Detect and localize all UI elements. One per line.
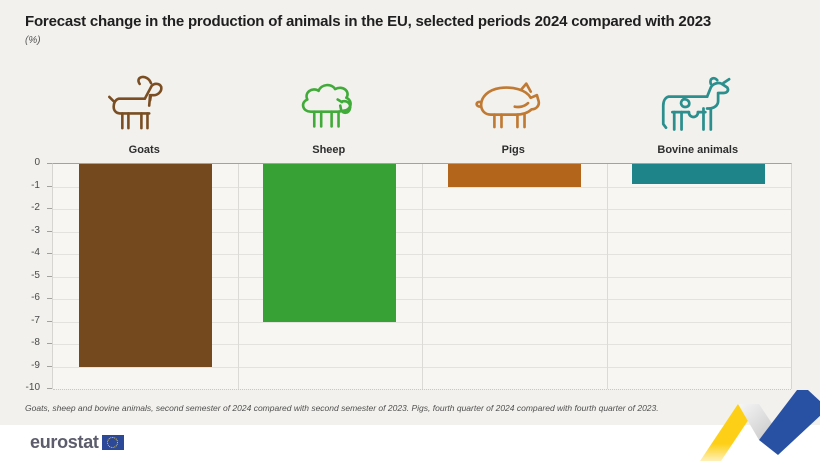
bar-pigs (447, 164, 581, 187)
bar-bovine-animals (632, 164, 766, 185)
y-axis-tick-mark (47, 320, 52, 322)
y-axis-tick-label: -3 (31, 224, 40, 236)
y-axis-tick-mark (47, 163, 52, 164)
y-axis-tick-label: -4 (31, 247, 40, 258)
footer-bar: eurostat (0, 425, 820, 461)
gridline (53, 389, 791, 390)
y-axis: 0 -1 -2 -3 -4 -5 -6 -7 -8 -9 -10 (0, 157, 52, 393)
y-axis-tick-mark (47, 343, 52, 344)
footnote: Goats, sheep and bovine animals, second … (25, 403, 659, 413)
category-label-sheep: Sheep (312, 144, 346, 156)
y-axis-tick-label: 0 (34, 157, 40, 168)
y-axis-tick-label: -9 (31, 359, 40, 371)
y-axis-tick-label: -5 (31, 269, 40, 281)
bar-goats (78, 164, 212, 367)
y-axis-tick-label: -1 (31, 179, 40, 191)
y-axis-tick-mark (47, 388, 52, 389)
eurostat-logo-text: eurostat (30, 432, 99, 452)
category-label-goats: Goats (128, 144, 160, 156)
category-separator (422, 164, 423, 389)
y-axis-tick-mark (47, 298, 52, 299)
bar-sheep (263, 164, 397, 322)
category-separator (606, 164, 608, 389)
goat-icon (105, 69, 183, 135)
bars-container (53, 164, 791, 389)
y-axis-tick-mark (47, 275, 52, 277)
cow-icon (650, 69, 746, 135)
category-pigs: Pigs (421, 56, 606, 158)
y-axis-tick-label: -6 (31, 292, 40, 303)
y-axis-tick-label: -2 (31, 202, 40, 213)
category-separator (237, 164, 239, 389)
eu-flag-icon (101, 435, 124, 450)
category-label-pigs: Pigs (501, 144, 525, 156)
eurostat-logo: eurostat (30, 432, 124, 453)
chart-title: Forecast change in the production of ani… (25, 13, 711, 30)
y-axis-tick-label: -8 (31, 337, 40, 348)
category-icons-row: Goats Sheep Pigs (52, 56, 790, 158)
y-axis-tick-mark (47, 230, 52, 232)
y-axis-tick-label: -7 (31, 314, 40, 326)
chart-subtitle: (%) (25, 35, 41, 46)
pig-icon (472, 69, 554, 135)
y-axis-tick-mark (47, 253, 52, 254)
category-goats: Goats (52, 56, 237, 158)
sheep-icon (290, 69, 368, 135)
y-axis-tick-mark (47, 365, 52, 367)
category-label-bovine-animals: Bovine animals (657, 144, 739, 156)
y-axis-tick-mark (47, 185, 52, 187)
category-sheep: Sheep (237, 56, 422, 158)
category-bovine-animals: Bovine animals (606, 56, 791, 158)
y-axis-tick-mark (47, 208, 52, 209)
plot-area (52, 163, 792, 390)
y-axis-tick-label: -10 (25, 382, 40, 393)
